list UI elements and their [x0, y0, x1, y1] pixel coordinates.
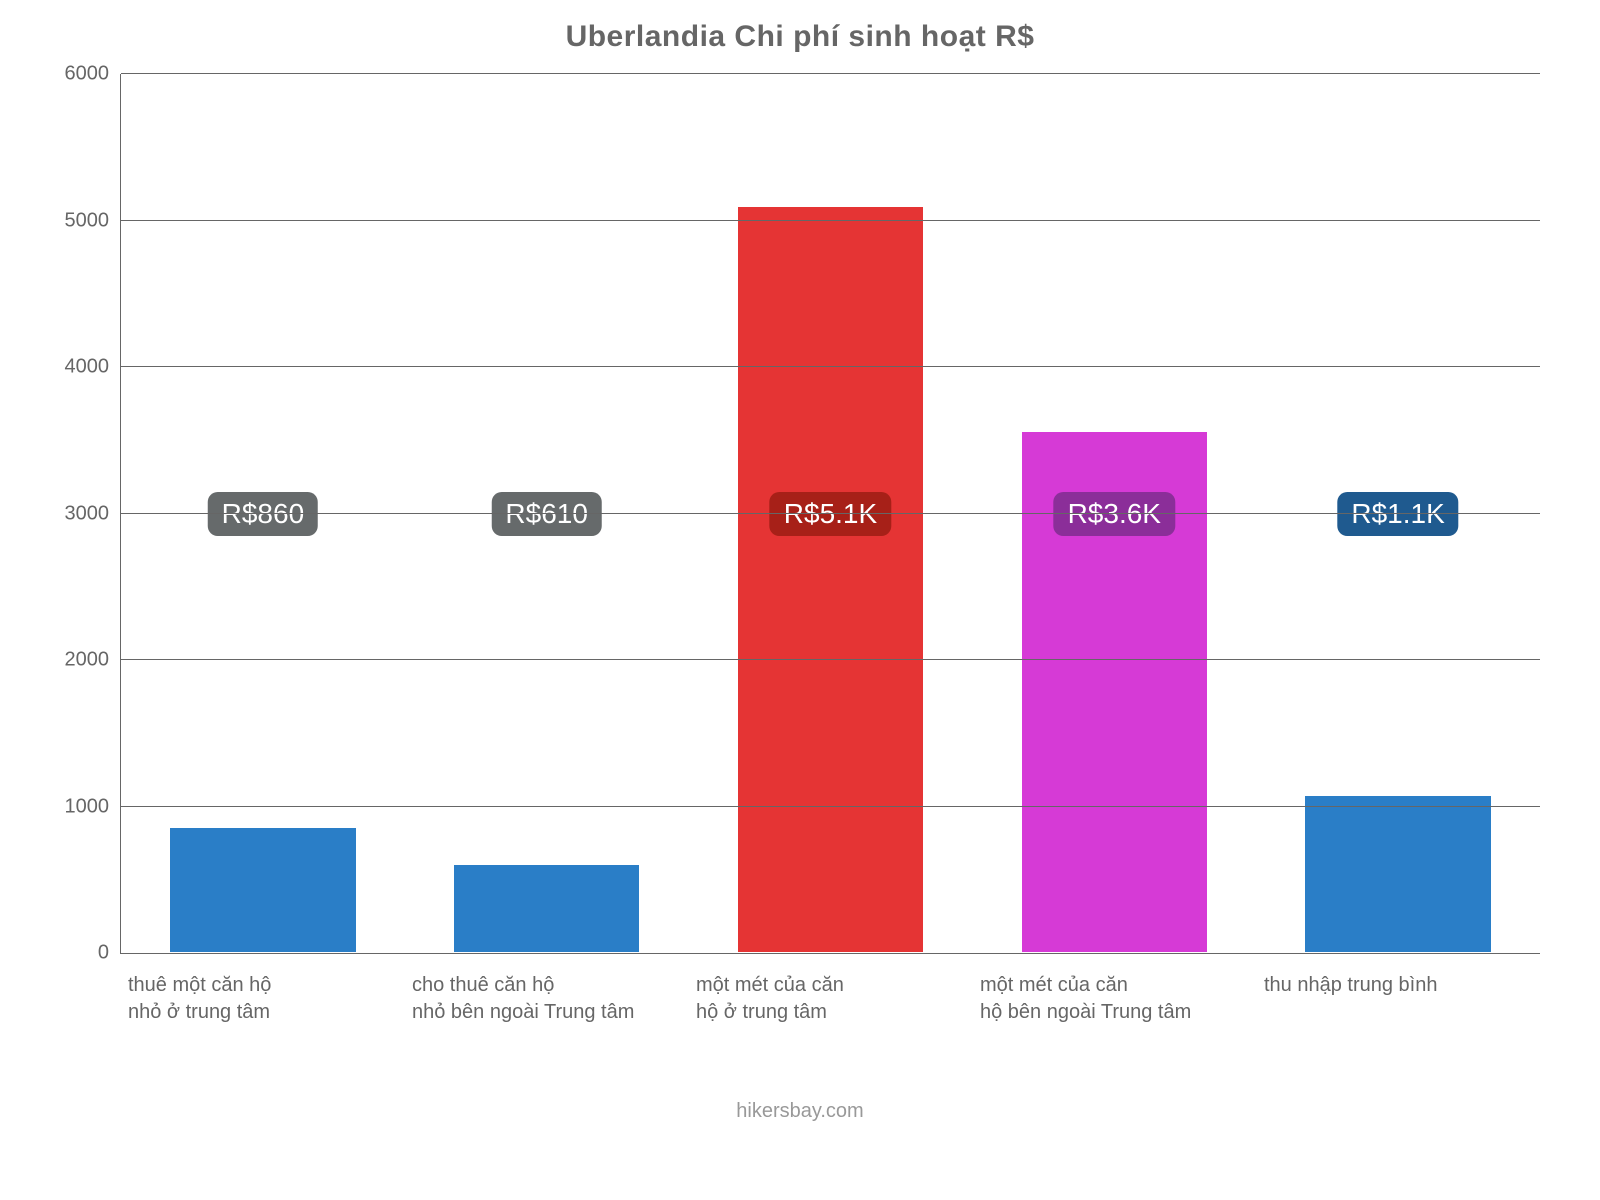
bar-value-label: R$860: [208, 492, 319, 536]
bar: [1304, 795, 1491, 953]
x-category-label: một mét của cănhộ bên ngoài Trung tâm: [980, 972, 1248, 1026]
gridline: [121, 659, 1540, 660]
ytick-label: 1000: [65, 795, 110, 818]
bar: [169, 827, 356, 953]
ytick-label: 5000: [65, 209, 110, 232]
ytick-label: 0: [98, 942, 109, 965]
x-category-label: một mét của cănhộ ở trung tâm: [696, 972, 964, 1026]
gridline: [121, 220, 1540, 221]
x-axis-labels: thuê một căn hộnhỏ ở trung tâm cho thuê c…: [120, 972, 1540, 1026]
attribution-text: hikersbay.com: [40, 1100, 1560, 1123]
gridline: [121, 513, 1540, 514]
bar-slot: R$5.1K: [689, 74, 973, 953]
bar-slot: R$3.6K: [972, 74, 1256, 953]
x-category-slot: cho thuê căn hộnhỏ bên ngoài Trung tâm: [404, 972, 688, 1026]
gridline: [121, 366, 1540, 367]
cost-of-living-chart: Uberlandia Chi phí sinh hoạt R$ R$860 R$6…: [0, 0, 1600, 1200]
x-category-slot: một mét của cănhộ ở trung tâm: [688, 972, 972, 1026]
bar-value-label: R$5.1K: [770, 492, 891, 536]
gridline: [121, 73, 1540, 74]
bar: [737, 206, 924, 953]
bar-value-label: R$3.6K: [1054, 492, 1175, 536]
chart-title: Uberlandia Chi phí sinh hoạt R$: [40, 20, 1560, 54]
ytick-label: 3000: [65, 502, 110, 525]
ytick-label: 2000: [65, 649, 110, 672]
bar: [453, 864, 640, 953]
x-category-label: thuê một căn hộnhỏ ở trung tâm: [128, 972, 396, 1026]
x-category-label: cho thuê căn hộnhỏ bên ngoài Trung tâm: [412, 972, 680, 1026]
x-category-label: thu nhập trung bình: [1264, 972, 1532, 999]
bar-slot: R$860: [121, 74, 405, 953]
grid-region: R$860R$610R$5.1KR$3.6KR$1.1K 01000200030…: [120, 74, 1540, 954]
bar-value-label: R$1.1K: [1337, 492, 1458, 536]
x-category-slot: một mét của cănhộ bên ngoài Trung tâm: [972, 972, 1256, 1026]
ytick-label: 6000: [65, 63, 110, 86]
x-category-slot: thuê một căn hộnhỏ ở trung tâm: [120, 972, 404, 1026]
plot-area: R$860R$610R$5.1KR$3.6KR$1.1K 01000200030…: [120, 74, 1540, 1026]
bar-slot: R$610: [405, 74, 689, 953]
x-category-slot: thu nhập trung bình: [1256, 972, 1540, 1026]
ytick-label: 4000: [65, 356, 110, 379]
gridline: [121, 806, 1540, 807]
bars-container: R$860 R$610 R$5.1K R$3.6K R$1.1K: [121, 74, 1540, 953]
bar-value-label: R$610: [491, 492, 602, 536]
bar-slot: R$1.1K: [1256, 74, 1540, 953]
